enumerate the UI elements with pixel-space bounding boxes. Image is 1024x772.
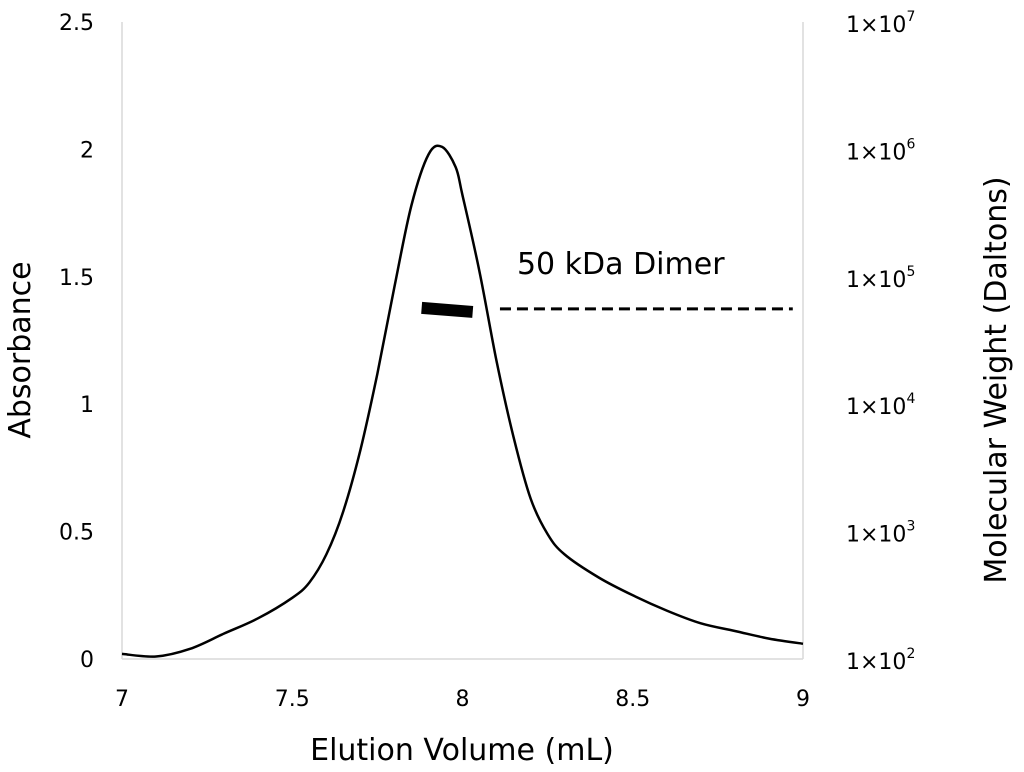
y2-tick-label: 1×105 [846,264,915,293]
x-tick-label: 7.5 [275,687,310,712]
y-tick-label: 1 [80,393,94,418]
series-layer [121,144,804,658]
y2-tick-label: 1×106 [846,136,915,165]
x-axis-ticks: 7 7.5 8 8.5 9 [115,687,810,712]
y-tick-label: 2 [80,138,94,163]
absorbance-trace [121,144,804,658]
x-tick-label: 9 [796,687,810,712]
y2-tick-label: 1×102 [846,646,915,675]
plot-frame [121,22,804,660]
y-axis-ticks: 0 0.5 1 1.5 2 2.5 [59,11,94,673]
x-tick-label: 8.5 [615,687,650,712]
y-tick-label: 2.5 [59,11,94,36]
molecular-weight-segment [421,301,474,318]
y2-tick-label: 1×103 [846,519,915,548]
x-tick-label: 8 [456,687,470,712]
dimer-annotation: 50 kDa Dimer [517,247,725,282]
annotation-layer: 50 kDa Dimer [517,247,725,282]
y-axis-title: Absorbance [3,261,38,438]
y-tick-label: 0 [80,648,94,673]
x-tick-label: 7 [115,687,129,712]
y2-axis-title: Molecular Weight (Daltons) [979,176,1014,583]
y-tick-label: 0.5 [59,521,94,546]
x-axis-title: Elution Volume (mL) [310,733,614,768]
y-tick-label: 1.5 [59,266,94,291]
y2-tick-label: 1×107 [846,9,915,38]
y2-tick-label: 1×104 [846,391,915,420]
y2-axis-ticks: 1×102 1×103 1×104 1×105 1×106 1×107 [846,9,915,675]
